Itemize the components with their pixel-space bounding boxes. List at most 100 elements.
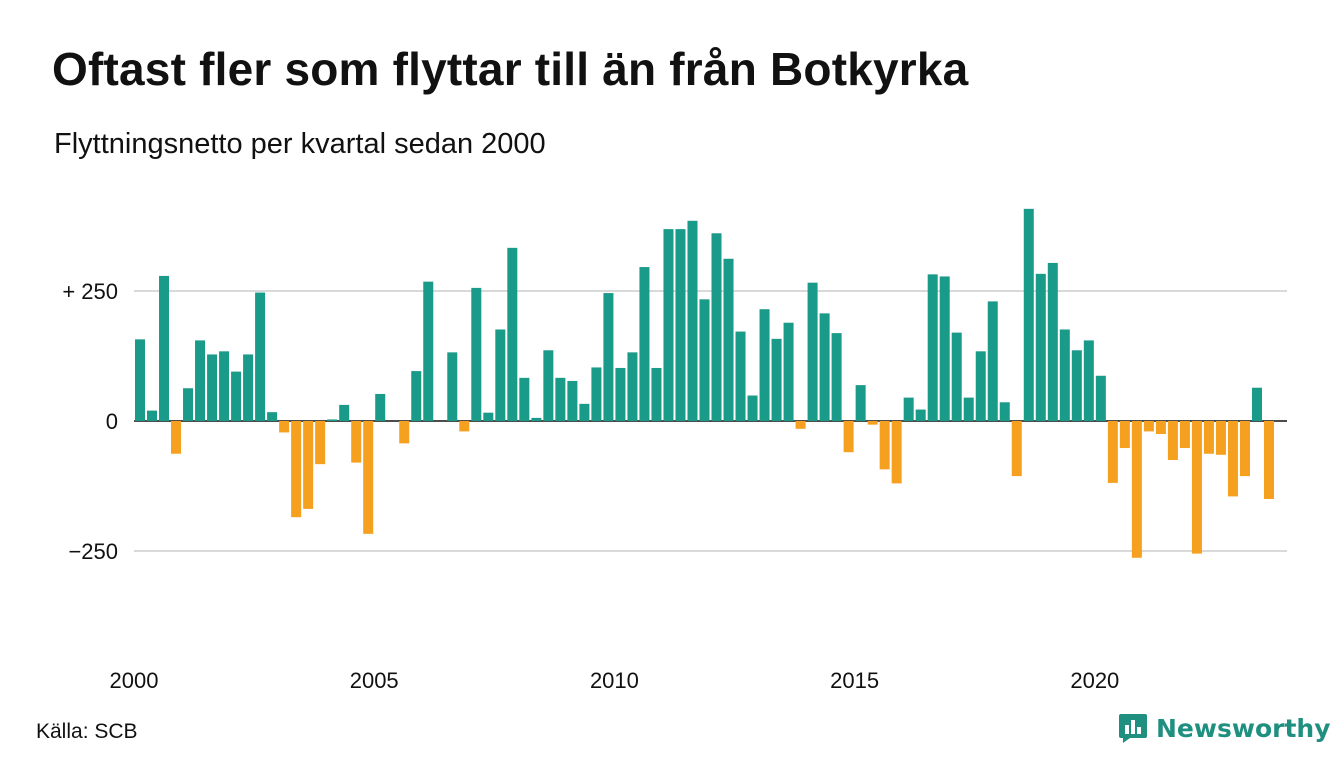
bar bbox=[999, 402, 1010, 421]
bar bbox=[471, 287, 482, 421]
bar bbox=[1263, 421, 1274, 499]
bar bbox=[327, 419, 338, 421]
bar bbox=[279, 421, 290, 433]
bar bbox=[951, 332, 962, 421]
bar bbox=[675, 229, 686, 421]
bar bbox=[375, 393, 386, 421]
bar bbox=[615, 367, 626, 421]
bar bbox=[315, 421, 326, 465]
x-tick-label: 2000 bbox=[110, 668, 159, 693]
bar bbox=[303, 421, 314, 509]
bar bbox=[663, 229, 674, 421]
bar bbox=[807, 282, 818, 421]
bar bbox=[255, 292, 266, 421]
bar bbox=[219, 351, 230, 421]
bar bbox=[543, 350, 554, 421]
bar bbox=[291, 421, 302, 518]
bar bbox=[723, 258, 734, 421]
bar bbox=[591, 367, 602, 421]
y-tick-label: 0 bbox=[106, 409, 118, 434]
bar bbox=[363, 421, 374, 534]
bar bbox=[1215, 421, 1226, 455]
bar bbox=[411, 371, 422, 421]
bar bbox=[519, 377, 530, 421]
bar-chart: + 250 0 −250 2000 2005 2010 2015 2020 bbox=[62, 208, 1287, 693]
bar bbox=[567, 380, 578, 421]
bar bbox=[579, 403, 590, 421]
bar bbox=[651, 367, 662, 421]
bar bbox=[783, 322, 794, 421]
bar bbox=[1203, 421, 1214, 454]
source-note: Källa: SCB bbox=[36, 720, 138, 743]
bar bbox=[159, 275, 170, 421]
bar bbox=[207, 354, 218, 421]
bar bbox=[819, 313, 830, 421]
bar bbox=[843, 421, 854, 453]
bar bbox=[447, 352, 458, 421]
bar bbox=[147, 410, 158, 421]
bar bbox=[963, 397, 974, 421]
bar bbox=[747, 395, 758, 421]
bar bbox=[1011, 421, 1022, 477]
bar-chart-logo-icon bbox=[1119, 714, 1147, 743]
bar bbox=[711, 233, 722, 421]
bar bbox=[1251, 387, 1262, 421]
bar bbox=[987, 301, 998, 421]
bar bbox=[1107, 421, 1118, 483]
bar bbox=[603, 293, 614, 421]
bar bbox=[795, 421, 806, 429]
x-axis-ticks: 2000 2005 2010 2015 2020 bbox=[110, 668, 1120, 693]
bar bbox=[1167, 421, 1178, 460]
x-tick-label: 2005 bbox=[350, 668, 399, 693]
bar bbox=[399, 421, 410, 444]
grid-lines bbox=[134, 290, 1287, 552]
bar bbox=[1227, 421, 1238, 497]
bar bbox=[483, 412, 494, 421]
bar bbox=[171, 421, 182, 454]
bar bbox=[903, 397, 914, 421]
bar bbox=[891, 421, 902, 484]
bar bbox=[495, 329, 506, 421]
bar bbox=[1047, 262, 1058, 421]
bar bbox=[1119, 421, 1130, 449]
x-tick-label: 2020 bbox=[1070, 668, 1119, 693]
bar bbox=[759, 309, 770, 421]
bar bbox=[1191, 421, 1202, 554]
newsworthy-logo: Newsworthy bbox=[1118, 712, 1331, 744]
bar bbox=[927, 274, 938, 421]
bar bbox=[1035, 273, 1046, 421]
bar bbox=[1131, 421, 1142, 558]
bar bbox=[231, 371, 242, 421]
chart-title: Oftast fler som flyttar till än från Bot… bbox=[52, 43, 969, 95]
bar bbox=[195, 340, 206, 421]
bar bbox=[831, 333, 842, 421]
bar bbox=[627, 352, 638, 421]
bar bbox=[879, 421, 890, 470]
bar bbox=[1023, 208, 1034, 421]
bar bbox=[975, 351, 986, 421]
bar bbox=[351, 421, 362, 463]
chart-subtitle: Flyttningsnetto per kvartal sedan 2000 bbox=[54, 128, 546, 160]
bar bbox=[1083, 340, 1094, 421]
brand-name: Newsworthy bbox=[1156, 713, 1331, 743]
bar bbox=[267, 412, 278, 421]
x-tick-label: 2010 bbox=[590, 668, 639, 693]
bar bbox=[639, 267, 650, 421]
bar bbox=[687, 220, 698, 421]
bar bbox=[339, 404, 350, 421]
bar bbox=[1143, 421, 1154, 432]
y-axis-ticks: + 250 0 −250 bbox=[62, 279, 118, 564]
bar bbox=[1179, 421, 1190, 449]
bar bbox=[1071, 350, 1082, 421]
bar bbox=[867, 421, 878, 425]
bar bbox=[1155, 421, 1166, 434]
bar bbox=[1059, 329, 1070, 421]
bar bbox=[915, 409, 926, 421]
bar bbox=[531, 417, 542, 421]
y-tick-label: + 250 bbox=[62, 279, 118, 304]
x-tick-label: 2015 bbox=[830, 668, 879, 693]
bar bbox=[699, 299, 710, 421]
bar bbox=[183, 388, 194, 421]
bar bbox=[507, 247, 518, 421]
bar bbox=[855, 385, 866, 421]
